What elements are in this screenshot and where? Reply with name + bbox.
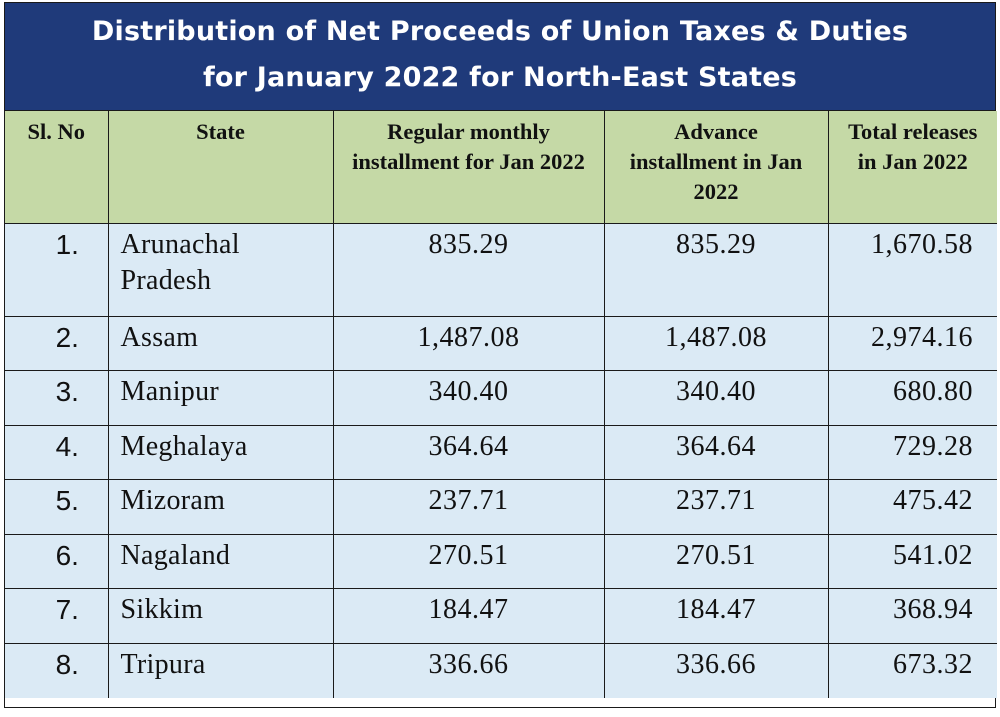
- cell-advance: 336.66: [603, 642, 829, 698]
- table-row: 3. Manipur 340.40 340.40 680.80: [5, 370, 997, 426]
- table-row: 4. Meghalaya 364.64 364.64 729.28: [5, 424, 997, 480]
- cell-advance: 364.64: [603, 424, 829, 480]
- cell-advance: 184.47: [603, 588, 829, 644]
- cell-total: 475.42: [827, 479, 997, 535]
- cell-sl-no: 4.: [5, 424, 109, 480]
- cell-state: Assam: [107, 315, 334, 371]
- cell-sl-no: 1.: [5, 222, 109, 317]
- header-state: State: [107, 111, 334, 224]
- cell-state: Sikkim: [107, 588, 334, 644]
- cell-total: 729.28: [827, 424, 997, 480]
- cell-state: Manipur: [107, 370, 334, 426]
- cell-advance: 237.71: [603, 479, 829, 535]
- cell-regular: 1,487.08: [332, 315, 605, 371]
- table-row: 6. Nagaland 270.51 270.51 541.02: [5, 533, 997, 589]
- cell-state: Meghalaya: [107, 424, 334, 480]
- title-line-2: for January 2022 for North-East States: [202, 62, 798, 93]
- cell-total: 1,670.58: [827, 222, 997, 317]
- header-total-releases: Total releases in Jan 2022: [827, 111, 997, 224]
- table-row: 8. Tripura 336.66 336.66 673.32: [5, 642, 997, 698]
- title-line-1: Distribution of Net Proceeds of Union Ta…: [91, 16, 909, 47]
- distribution-table: Sl. No State Regular monthly installment…: [5, 111, 997, 698]
- cell-total: 368.94: [827, 588, 997, 644]
- cell-total: 2,974.16: [827, 315, 997, 371]
- cell-total: 541.02: [827, 533, 997, 589]
- table-row: 1. Arunachal Pradesh 835.29 835.29 1,670…: [5, 222, 997, 317]
- cell-regular: 237.71: [332, 479, 605, 535]
- cell-advance: 835.29: [603, 222, 829, 317]
- table-row: 7. Sikkim 184.47 184.47 368.94: [5, 588, 997, 644]
- cell-state: Mizoram: [107, 479, 334, 535]
- document-title: Distribution of Net Proceeds of Union Ta…: [5, 3, 995, 111]
- cell-regular: 336.66: [332, 642, 605, 698]
- tax-distribution-document: Distribution of Net Proceeds of Union Ta…: [4, 2, 997, 708]
- cell-sl-no: 2.: [5, 315, 109, 371]
- table-header-row: Sl. No State Regular monthly installment…: [5, 111, 997, 224]
- cell-advance: 1,487.08: [603, 315, 829, 371]
- cell-state: Arunachal Pradesh: [107, 222, 334, 317]
- cell-sl-no: 6.: [5, 533, 109, 589]
- cell-advance: 340.40: [603, 370, 829, 426]
- cell-regular: 364.64: [332, 424, 605, 480]
- cell-sl-no: 5.: [5, 479, 109, 535]
- table-row: 5. Mizoram 237.71 237.71 475.42: [5, 479, 997, 535]
- cell-regular: 340.40: [332, 370, 605, 426]
- cell-regular: 270.51: [332, 533, 605, 589]
- cell-sl-no: 8.: [5, 642, 109, 698]
- header-regular-installment: Regular monthly installment for Jan 2022: [332, 111, 605, 224]
- header-advance-installment: Advance installment in Jan 2022: [603, 111, 829, 224]
- cell-total: 680.80: [827, 370, 997, 426]
- cell-regular: 835.29: [332, 222, 605, 317]
- cell-sl-no: 3.: [5, 370, 109, 426]
- cell-sl-no: 7.: [5, 588, 109, 644]
- table-row: 2. Assam 1,487.08 1,487.08 2,974.16: [5, 315, 997, 371]
- cell-state: Tripura: [107, 642, 334, 698]
- cell-total: 673.32: [827, 642, 997, 698]
- cell-regular: 184.47: [332, 588, 605, 644]
- header-sl-no: Sl. No: [5, 111, 109, 224]
- cell-advance: 270.51: [603, 533, 829, 589]
- cell-state: Nagaland: [107, 533, 334, 589]
